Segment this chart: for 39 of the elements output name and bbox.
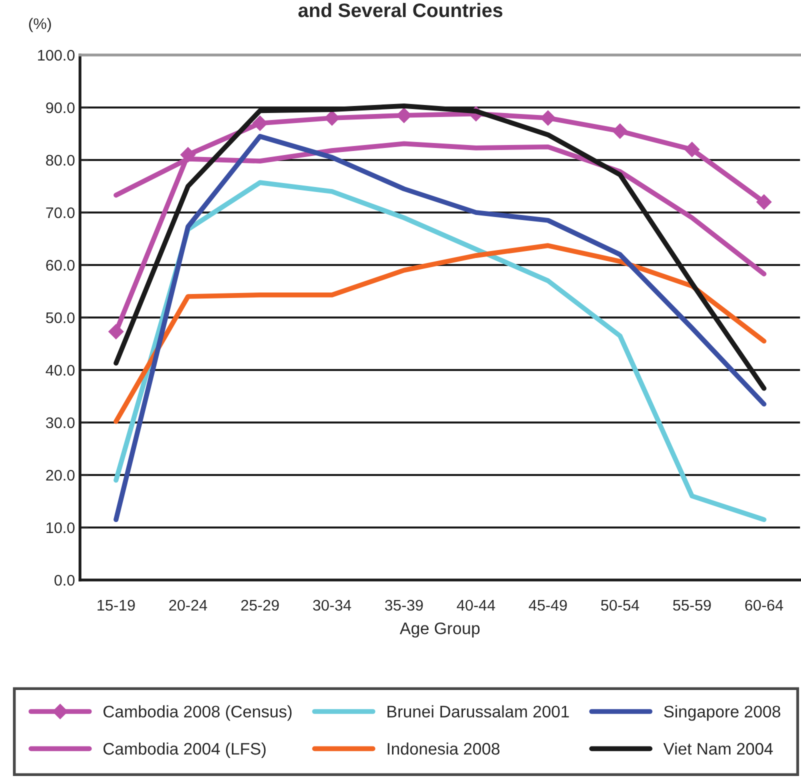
legend-label: Cambodia 2008 (Census) (104, 705, 292, 721)
point (684, 142, 700, 158)
x-tick-label: 20-24 (169, 600, 208, 611)
y-tick-label: 80.0 (46, 154, 75, 166)
y-tick-label: 40.0 (46, 364, 75, 376)
legend-label: Viet Nam 2004 (663, 742, 773, 755)
line-series (114, 243, 766, 424)
legend-label: Brunei Darussalam 2001 (388, 705, 569, 718)
x-tick-label: 45-49 (528, 600, 567, 611)
x-tick-label: 35-39 (385, 600, 423, 611)
point (324, 110, 340, 126)
y-axis-title: (%) (29, 18, 51, 32)
y-tick-label: 30.0 (46, 417, 75, 428)
x-tick-label: 25-29 (241, 600, 279, 611)
y-tick-label: 50.0 (46, 312, 75, 324)
y-tick-label: 90.0 (46, 102, 75, 114)
point (252, 116, 268, 131)
point (756, 194, 772, 210)
x-tick-label: 55-59 (673, 600, 711, 611)
y-tick-label: 10.0 (46, 522, 75, 534)
legend-label: Cambodia 2004 (LFS) (104, 742, 266, 758)
y-tick-label: 20.0 (46, 470, 75, 481)
legend-label: Indonesia 2008 (388, 742, 500, 755)
x-tick-label: 15-19 (98, 600, 135, 611)
y-tick-label: 60.0 (46, 260, 75, 271)
x-axis-title: Age Group (400, 622, 480, 638)
y-tick-label: 70.0 (46, 207, 75, 218)
chart-title: and Several Countries (298, 2, 502, 18)
y-tick-label: 0.0 (54, 574, 75, 586)
x-tick-label: 40-44 (456, 600, 496, 611)
point (540, 110, 556, 126)
x-tick-label: 60-64 (745, 600, 784, 611)
legend-label: Singapore 2008 (664, 705, 780, 721)
y-tick-label: 100.0 (38, 50, 75, 61)
point (612, 124, 628, 139)
x-tick-label: 50-54 (601, 600, 640, 611)
point (108, 324, 124, 340)
point (396, 108, 412, 123)
x-tick-label: 30-34 (313, 600, 352, 611)
